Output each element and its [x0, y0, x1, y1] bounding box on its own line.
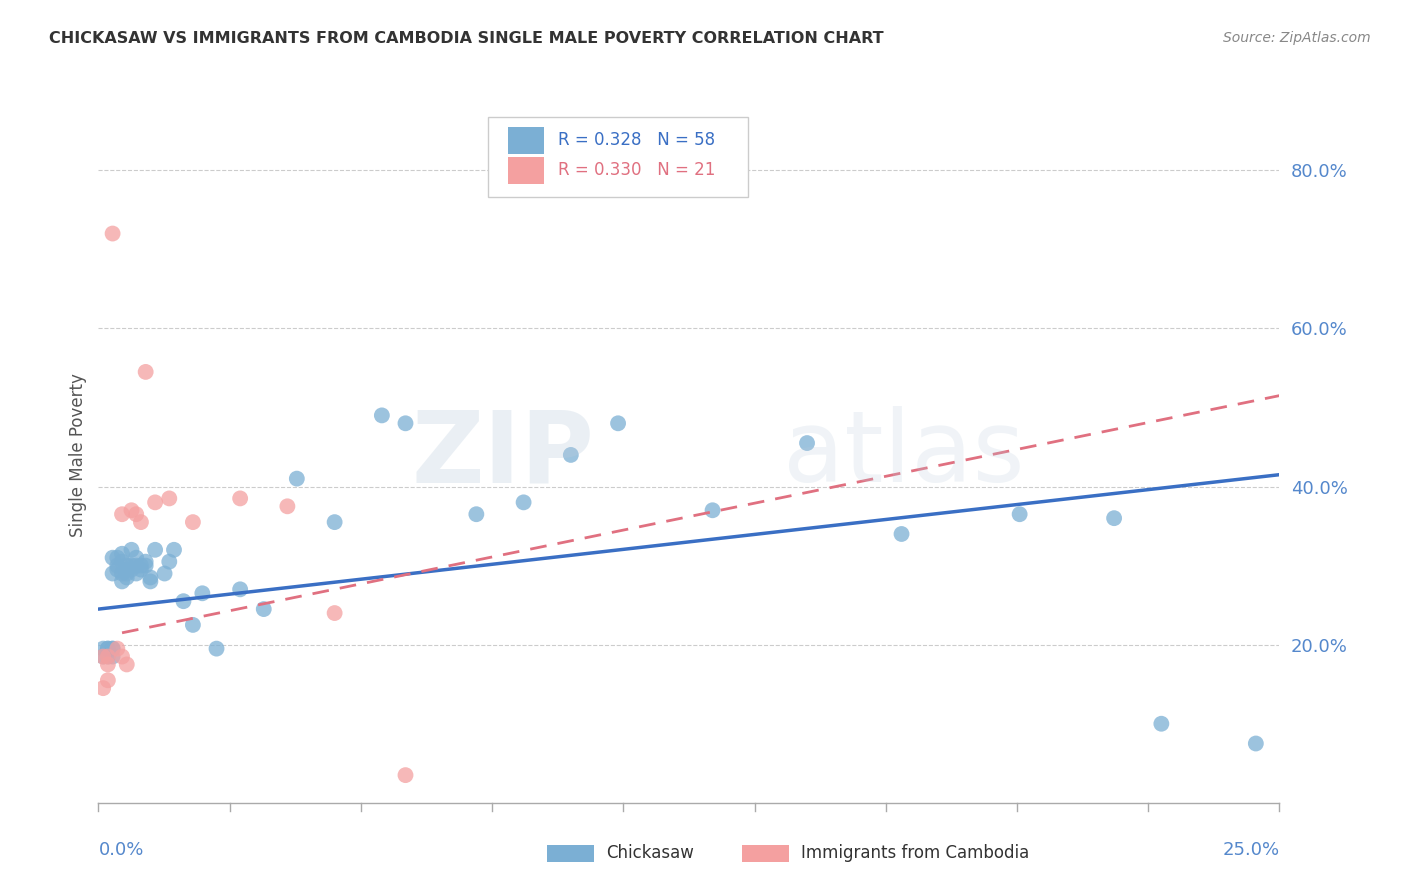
Text: Source: ZipAtlas.com: Source: ZipAtlas.com [1223, 31, 1371, 45]
Text: Immigrants from Cambodia: Immigrants from Cambodia [801, 844, 1029, 863]
Point [143, 542, 166, 557]
Point [125, 507, 148, 521]
Point [97, 673, 120, 688]
Point [181, 515, 204, 529]
Point [125, 550, 148, 565]
Point [111, 649, 134, 664]
FancyBboxPatch shape [547, 845, 595, 862]
Point [91, 681, 114, 695]
Point [91, 649, 114, 664]
Point [121, 503, 143, 517]
Point [1008, 507, 1031, 521]
Text: atlas: atlas [783, 407, 1025, 503]
Point [371, 409, 394, 423]
Point [111, 507, 134, 521]
Point [135, 558, 157, 573]
Point [139, 570, 162, 584]
Point [105, 641, 128, 656]
Point [191, 586, 214, 600]
Point [512, 495, 534, 509]
Point [101, 566, 124, 581]
Point [111, 566, 134, 581]
Point [91, 641, 114, 656]
Point [101, 227, 124, 241]
Point [394, 417, 416, 431]
Point [115, 563, 138, 577]
Point [285, 472, 308, 486]
Point [97, 649, 120, 664]
Point [91, 649, 114, 664]
Point [135, 365, 157, 379]
Point [163, 542, 186, 557]
Point [796, 436, 818, 450]
Point [1150, 716, 1173, 731]
Text: Chickasaw: Chickasaw [606, 844, 695, 863]
FancyBboxPatch shape [508, 128, 544, 153]
Point [139, 574, 162, 589]
Point [229, 491, 252, 506]
Point [172, 594, 194, 608]
Point [97, 657, 120, 672]
Point [121, 542, 143, 557]
Point [153, 566, 176, 581]
Point [253, 602, 276, 616]
Text: R = 0.330   N = 21: R = 0.330 N = 21 [558, 161, 716, 179]
Point [101, 550, 124, 565]
Point [115, 558, 138, 573]
Point [121, 563, 143, 577]
Y-axis label: Single Male Poverty: Single Male Poverty [69, 373, 87, 537]
Point [115, 570, 138, 584]
Point [111, 555, 134, 569]
Point [129, 558, 152, 573]
Point [115, 566, 138, 581]
FancyBboxPatch shape [508, 157, 544, 184]
Text: ZIP: ZIP [412, 407, 595, 503]
Point [101, 641, 124, 656]
Point [702, 503, 724, 517]
Text: 0.0%: 0.0% [98, 841, 143, 859]
Text: CHICKASAW VS IMMIGRANTS FROM CAMBODIA SINGLE MALE POVERTY CORRELATION CHART: CHICKASAW VS IMMIGRANTS FROM CAMBODIA SI… [49, 31, 884, 46]
Point [111, 547, 134, 561]
Point [135, 555, 157, 569]
Point [129, 563, 152, 577]
Point [97, 649, 120, 664]
Point [129, 515, 152, 529]
Point [229, 582, 252, 597]
Point [111, 574, 134, 589]
FancyBboxPatch shape [488, 118, 748, 197]
Point [607, 417, 630, 431]
Point [121, 558, 143, 573]
Point [143, 495, 166, 509]
Point [157, 555, 180, 569]
Point [323, 606, 346, 620]
Point [560, 448, 582, 462]
Point [323, 515, 346, 529]
Point [101, 641, 124, 656]
Point [97, 641, 120, 656]
Point [157, 491, 180, 506]
Point [115, 657, 138, 672]
Point [125, 566, 148, 581]
Point [105, 550, 128, 565]
Point [97, 641, 120, 656]
Point [394, 768, 416, 782]
Point [276, 500, 298, 514]
Point [105, 563, 128, 577]
Point [465, 507, 488, 521]
Point [125, 558, 148, 573]
FancyBboxPatch shape [742, 845, 789, 862]
Point [181, 618, 204, 632]
Point [1102, 511, 1125, 525]
Point [890, 527, 912, 541]
Point [101, 649, 124, 664]
Point [105, 558, 128, 573]
Point [1244, 737, 1267, 751]
Text: R = 0.328   N = 58: R = 0.328 N = 58 [558, 131, 716, 150]
Point [205, 641, 228, 656]
Text: 25.0%: 25.0% [1222, 841, 1279, 859]
